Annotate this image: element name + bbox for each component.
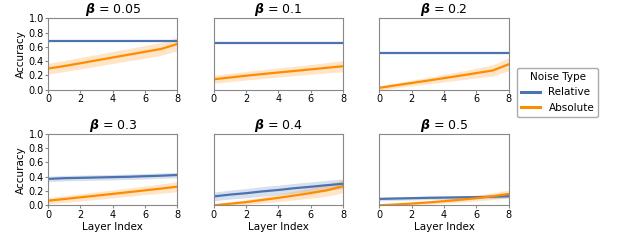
X-axis label: Layer Index: Layer Index — [83, 222, 143, 232]
X-axis label: Layer Index: Layer Index — [248, 222, 309, 232]
Y-axis label: Accuracy: Accuracy — [16, 30, 26, 78]
Title: $\boldsymbol{\beta}$ = 0.3: $\boldsymbol{\beta}$ = 0.3 — [88, 117, 137, 134]
Title: $\boldsymbol{\beta}$ = 0.5: $\boldsymbol{\beta}$ = 0.5 — [420, 117, 468, 134]
Title: $\boldsymbol{\beta}$ = 0.1: $\boldsymbol{\beta}$ = 0.1 — [254, 1, 303, 18]
Legend: Relative, Absolute: Relative, Absolute — [517, 68, 598, 117]
Title: $\boldsymbol{\beta}$ = 0.4: $\boldsymbol{\beta}$ = 0.4 — [254, 117, 303, 134]
Title: $\boldsymbol{\beta}$ = 0.05: $\boldsymbol{\beta}$ = 0.05 — [84, 1, 141, 18]
X-axis label: Layer Index: Layer Index — [413, 222, 474, 232]
Y-axis label: Accuracy: Accuracy — [16, 146, 26, 193]
Title: $\boldsymbol{\beta}$ = 0.2: $\boldsymbol{\beta}$ = 0.2 — [420, 1, 468, 18]
